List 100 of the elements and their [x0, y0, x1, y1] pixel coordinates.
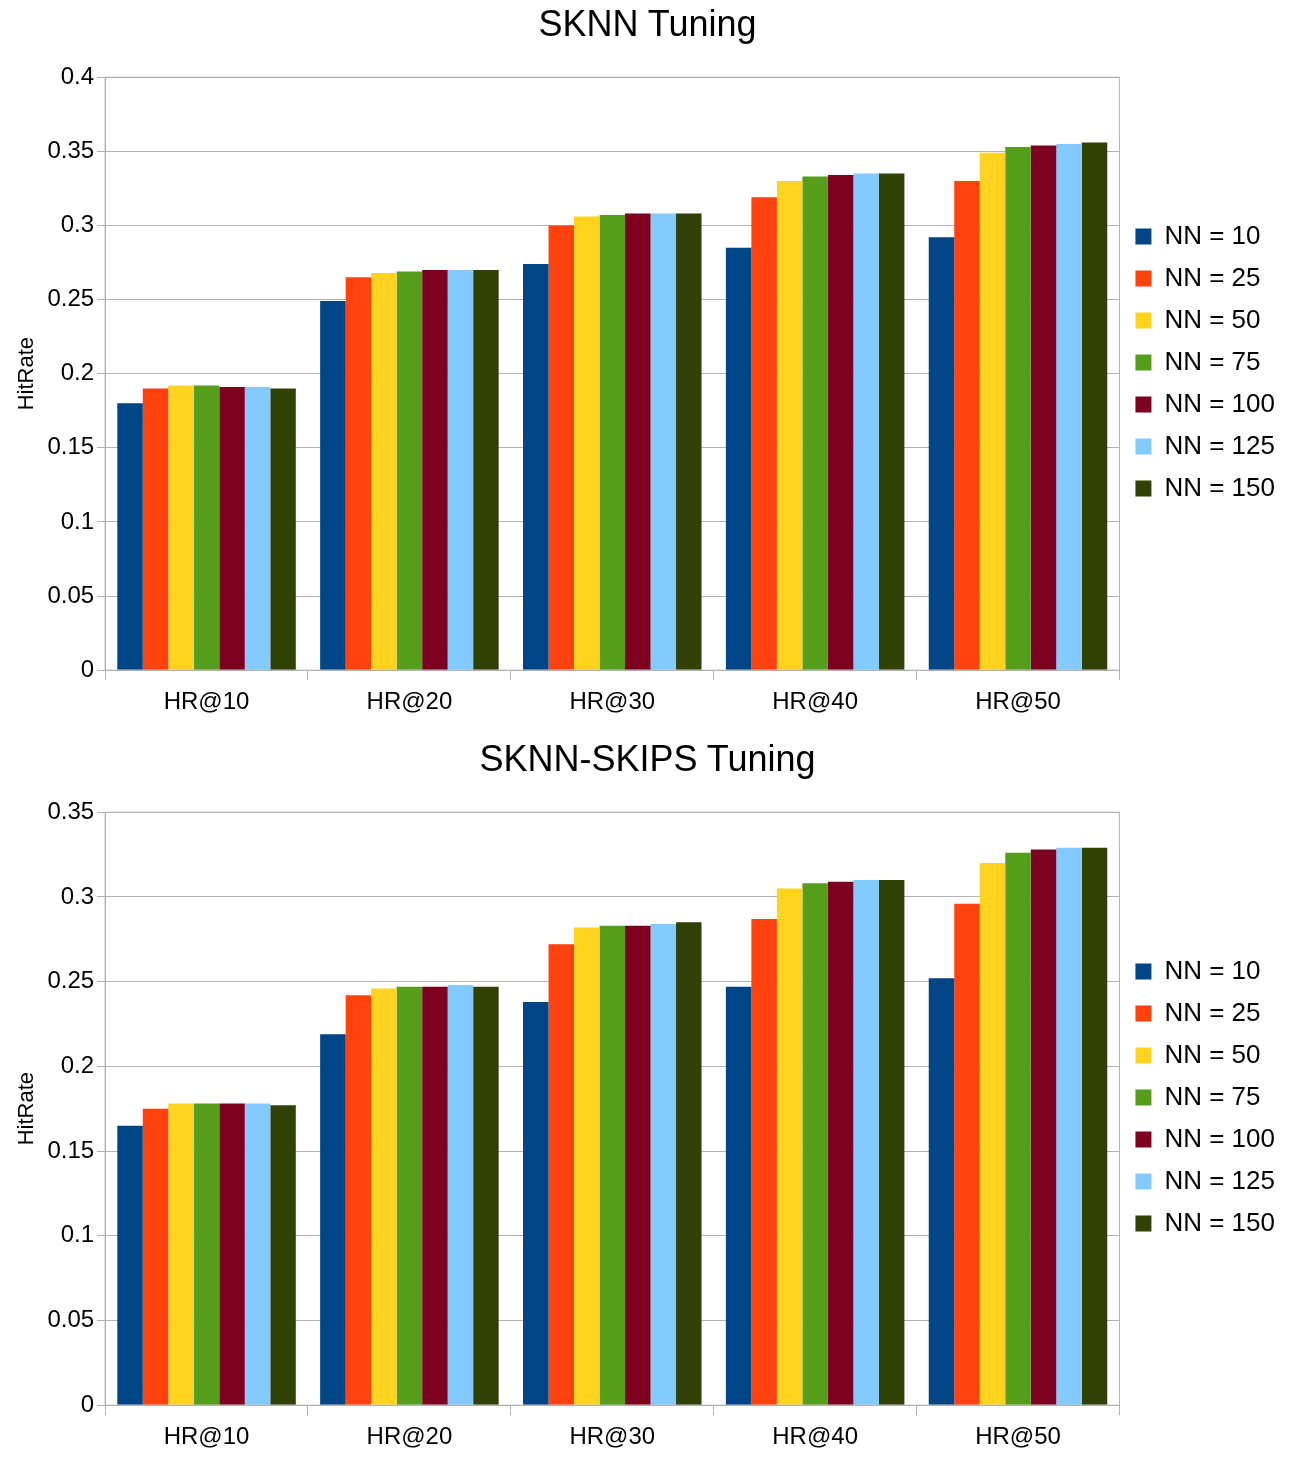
bar — [548, 944, 575, 1405]
bar — [878, 173, 905, 670]
legend-label: NN = 150 — [1164, 1206, 1276, 1237]
bar — [574, 927, 600, 1405]
y-tick-label: 0.15 — [47, 432, 95, 460]
bar — [396, 986, 423, 1405]
legend-label: NN = 75 — [1164, 345, 1261, 376]
legend-label: NN = 50 — [1164, 303, 1261, 334]
x-tick-label: HR@10 — [163, 1422, 250, 1450]
x-tick-label: HR@30 — [569, 687, 656, 715]
legend-label: NN = 125 — [1164, 1164, 1276, 1195]
bar — [827, 881, 854, 1405]
y-tick-label: 0.25 — [47, 284, 95, 312]
bar — [117, 403, 143, 670]
bar — [928, 237, 955, 670]
legend-label: NN = 25 — [1164, 996, 1261, 1027]
legend-label: NN = 75 — [1164, 1080, 1261, 1111]
bar — [270, 1105, 296, 1405]
bar — [1056, 143, 1082, 670]
bar — [1081, 142, 1108, 670]
bar — [523, 264, 549, 670]
x-tick-label: HR@30 — [569, 1422, 656, 1450]
y-tick-label: 0.35 — [47, 135, 95, 163]
y-tick-label: 0.4 — [60, 61, 95, 89]
x-tick-label: HR@40 — [772, 1422, 859, 1450]
y-tick-label: 0.3 — [60, 881, 95, 909]
legend-label: NN = 150 — [1164, 471, 1276, 502]
legend-label: NN = 100 — [1164, 1122, 1276, 1153]
bar — [776, 888, 803, 1405]
bar — [473, 986, 499, 1405]
legend-label: NN = 100 — [1164, 387, 1276, 418]
bar — [219, 387, 245, 670]
bar — [776, 180, 803, 670]
bar — [193, 1103, 220, 1405]
bar — [548, 225, 575, 670]
bar — [422, 986, 448, 1405]
y-tick-label: 0 — [80, 654, 95, 682]
x-tick-label: HR@50 — [975, 687, 1061, 715]
bar — [853, 879, 879, 1405]
bar — [117, 1125, 143, 1405]
bar — [625, 213, 651, 670]
bar — [725, 986, 752, 1405]
bar — [193, 385, 220, 670]
y-tick-label: 0.2 — [60, 1050, 95, 1078]
bar — [473, 269, 499, 670]
y-tick-label: 0.15 — [47, 1135, 95, 1163]
bar — [725, 247, 752, 670]
legend-label: NN = 25 — [1164, 261, 1261, 292]
y-tick-label: 0.35 — [47, 796, 95, 824]
bar — [827, 175, 854, 670]
bar — [244, 1103, 271, 1405]
bar — [1005, 146, 1031, 670]
bar — [954, 903, 980, 1405]
bar — [878, 879, 905, 1405]
bar — [751, 197, 777, 670]
y-tick-label: 0.1 — [60, 506, 95, 534]
bar — [320, 301, 346, 670]
bar — [928, 978, 955, 1405]
chart-title: SKNN Tuning — [538, 2, 757, 44]
bar — [954, 180, 980, 670]
y-tick-label: 0.3 — [60, 210, 95, 238]
bar — [1081, 847, 1108, 1405]
y-axis-title: HitRate — [13, 337, 39, 411]
y-tick-label: 0.25 — [47, 966, 95, 994]
bar — [219, 1103, 245, 1405]
bar — [168, 1103, 194, 1405]
bar — [751, 918, 777, 1405]
legend-label: NN = 125 — [1164, 429, 1276, 460]
bar — [422, 269, 448, 670]
bar — [599, 925, 626, 1405]
x-tick-label: HR@20 — [366, 687, 453, 715]
y-tick-label: 0.05 — [47, 1305, 95, 1333]
legend-label: NN = 10 — [1164, 219, 1261, 250]
bar — [168, 385, 194, 670]
bar — [320, 1034, 346, 1405]
y-tick-label: 0.2 — [60, 358, 95, 386]
chart-title: SKNN-SKIPS Tuning — [479, 737, 816, 779]
bar — [523, 1001, 549, 1405]
x-tick-label: HR@40 — [772, 687, 859, 715]
bar — [447, 985, 474, 1405]
bar — [676, 922, 702, 1405]
x-tick-label: HR@20 — [366, 1422, 453, 1450]
bar — [396, 271, 423, 670]
bar — [270, 388, 296, 670]
bar — [244, 387, 271, 670]
y-tick-label: 0.1 — [60, 1220, 95, 1248]
bar — [979, 152, 1006, 670]
bar — [802, 176, 828, 670]
x-tick-label: HR@10 — [163, 687, 250, 715]
bar — [345, 277, 372, 670]
bar — [650, 924, 677, 1405]
y-tick-label: 0 — [80, 1389, 95, 1417]
bar — [447, 269, 474, 670]
bar — [802, 883, 828, 1405]
bar — [979, 863, 1006, 1405]
x-tick-label: HR@50 — [975, 1422, 1061, 1450]
bar — [1030, 849, 1057, 1405]
y-tick-label: 0.05 — [47, 580, 95, 608]
legend-label: NN = 10 — [1164, 954, 1261, 985]
bar — [676, 213, 702, 670]
